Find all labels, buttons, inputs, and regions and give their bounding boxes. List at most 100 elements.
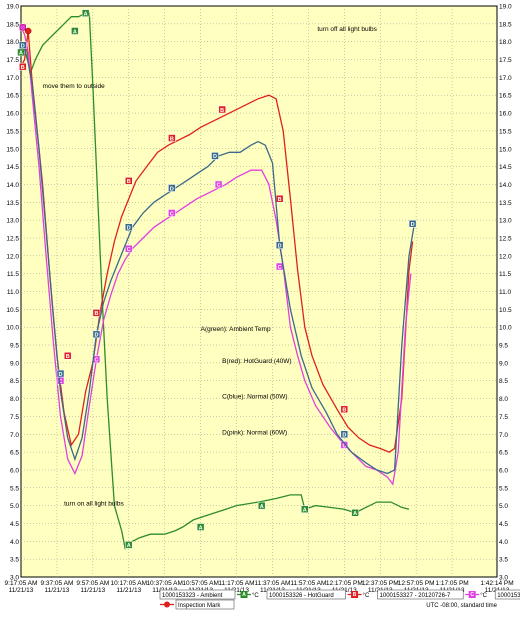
y-tick-label-right: 14.5 [499, 164, 512, 171]
marker-letter: D [127, 226, 131, 232]
marker-box [56, 369, 65, 378]
marker-letter: A [303, 507, 307, 513]
y-tick-label-left: 6.0 [10, 467, 19, 474]
marker-letter: A [127, 543, 131, 549]
marker-letter: A [353, 511, 357, 517]
marker-letter: B [127, 179, 131, 185]
x-tick-time: 12:17:05 PM [326, 580, 363, 587]
marker-box [92, 330, 101, 339]
legend-item-inspection: Inspection Mark [160, 599, 235, 610]
data-point-D: D [56, 369, 65, 378]
y-tick-label-left: 17.5 [6, 57, 19, 64]
y-tick-label-right: 8.0 [499, 396, 508, 403]
data-point-D: D [340, 430, 349, 439]
x-tick-time: 9:37:05 AM [40, 580, 73, 587]
marker-box [168, 134, 176, 142]
y-tick-label-left: 5.5 [10, 485, 19, 492]
grid-lines [21, 6, 497, 577]
legend-item-A: 1000153323 - Ambient A °C [159, 589, 259, 600]
marker-letter: C [278, 265, 282, 271]
marker-letter: C [342, 443, 346, 449]
marker-box [257, 501, 266, 510]
y-tick-label-left: 8.5 [10, 378, 19, 385]
x-tick-time: 10:17:05 AM [111, 580, 148, 587]
marker-letter: D [411, 222, 415, 228]
marker-letter: D [94, 333, 98, 339]
y-tick-label-left: 4.5 [10, 521, 19, 528]
legend-label: Inspection Mark [178, 603, 221, 609]
data-point-D: D [408, 219, 417, 228]
marker-box [92, 309, 101, 317]
y-tick-label-right: 16.0 [499, 111, 512, 118]
y-tick-label-right: 7.5 [499, 414, 508, 421]
annotation-label: A(green): Ambient Temp [201, 326, 271, 333]
y-tick-label-right: 3.5 [499, 557, 508, 564]
marker-box [340, 430, 349, 438]
marker-letter: C [127, 247, 131, 253]
y-tick-label-right: 6.5 [499, 450, 508, 457]
inspection-mark-dot [24, 27, 32, 35]
y-tick-label-left: 3.0 [10, 575, 19, 582]
data-point-D: D [211, 152, 219, 160]
marker-letter: A [260, 504, 264, 510]
series-B: B B B B B B B B [19, 30, 414, 453]
legend: 1000153323 - Ambient A °C 1000153326 - HotG… [159, 589, 520, 610]
y-tick-label-left: 15.0 [6, 146, 19, 153]
y-tick-label-right: 17.0 [499, 75, 512, 82]
legend-label-box [266, 589, 346, 600]
legend-unit: °C [363, 593, 370, 599]
data-point-D: D [275, 241, 284, 249]
marker-letter: B [220, 108, 224, 114]
x-tick-date: 11/21/13 [9, 587, 34, 594]
data-point-C: C [275, 262, 284, 271]
marker-letter: C [217, 183, 221, 189]
legend-unit: °C [480, 593, 487, 599]
x-tick-time: 10:57:05 AM [182, 580, 219, 587]
y-tick-label-right: 8.5 [499, 378, 508, 385]
marker-letter: D [59, 372, 63, 378]
legend-label: 1000153327 - 20120726-7 [380, 593, 451, 599]
legend-label: 1000153323 - Ambient [162, 593, 223, 599]
inspection-mark-dot [19, 24, 27, 31]
y-tick-label-right: 12.0 [499, 253, 512, 260]
marker-letter: C [59, 379, 63, 385]
marker-letter: D [278, 243, 282, 249]
marker-box [63, 351, 72, 360]
marker-letter: B [278, 197, 282, 203]
data-point-B: B [63, 351, 72, 360]
inspection-marks [19, 24, 32, 35]
y-tick-label-right: 12.5 [499, 235, 512, 242]
x-tick-date: 11/21/13 [116, 587, 141, 594]
data-point-D: D [125, 223, 133, 232]
data-point-B: B [218, 105, 226, 114]
data-point-A: A [125, 541, 133, 549]
marker-box [275, 241, 284, 249]
marker-letter: A [19, 51, 23, 57]
y-tick-label-right: 4.5 [499, 521, 508, 528]
x-tick-date: 11/21/13 [224, 587, 249, 594]
data-point-A: A [257, 501, 266, 510]
annotation-label: turn off all light bulbs [317, 26, 377, 33]
annotation-label: B(red): HotGuard (40W) [222, 358, 291, 365]
x-tick-time: 9:17:05 AM [5, 580, 38, 587]
data-point-A: A [351, 509, 359, 517]
marker-box [125, 244, 133, 253]
y-tick-label-right: 19.0 [499, 4, 512, 11]
x-tick-time: 11:17:05 AM [219, 580, 255, 587]
y-tick-label-right: 10.5 [499, 307, 512, 314]
y-tick-label-left: 16.0 [6, 111, 19, 118]
legend-marker-letter: A [242, 592, 246, 598]
y-tick-label-left: 7.5 [10, 414, 19, 421]
annotation-label: move them to outside [43, 83, 106, 90]
y-tick-label-left: 11.0 [7, 289, 20, 296]
y-tick-label-left: 10.0 [6, 325, 19, 332]
y-axis-right: 3.0 3.5 4.0 4.5 5.0 5.5 6.0 6.5 7.0 7.5 8.0 8.5 9.0 9… [499, 4, 512, 582]
y-tick-label-right: 5.0 [499, 503, 508, 510]
x-tick-time: 12:57:05 PM [398, 580, 435, 587]
marker-box [19, 62, 27, 71]
y-tick-label-right: 11.5 [499, 271, 512, 278]
data-point-C: C [125, 244, 133, 253]
annotations: turn off all light bulbs move them to out… [43, 26, 378, 508]
